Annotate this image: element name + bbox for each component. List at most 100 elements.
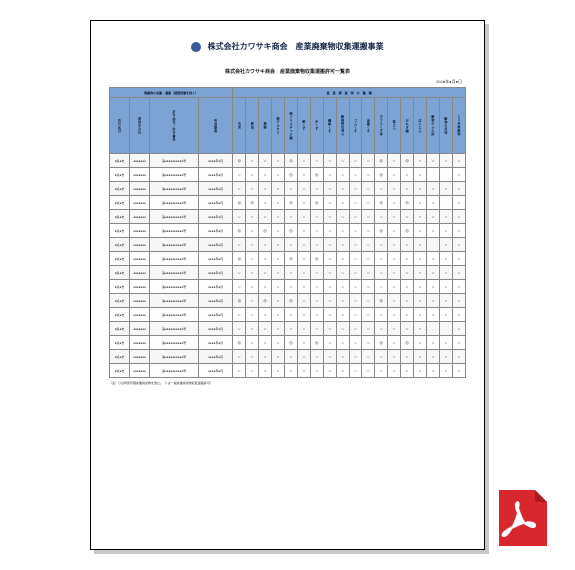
mark-cell: ○ — [336, 224, 349, 238]
mark-cell: ○ — [284, 238, 297, 252]
mark-cell: ○ — [323, 210, 336, 224]
mark-cell: ○ — [246, 364, 259, 378]
mark-cell: ○ — [246, 210, 259, 224]
mark-cell: ○ — [414, 252, 427, 266]
doc-title-text: 株式会社カワサキ商会 産業廃棄物収集運搬事業 — [208, 42, 384, 51]
mark-cell: ○ — [439, 266, 452, 280]
header-type-10: 金属くず — [362, 98, 375, 154]
mark-cell: ○ — [233, 280, 246, 294]
mark-cell: ○ — [439, 336, 452, 350]
mark-cell: ○ — [388, 168, 401, 182]
mark-cell: ○ — [426, 224, 439, 238]
mark-cell: ○ — [297, 252, 310, 266]
mark-cell: ○ — [323, 350, 336, 364]
cell-c2: ●●●●●●● — [130, 252, 150, 266]
mark-cell: ○ — [284, 182, 297, 196]
mark-cell: ○ — [439, 350, 452, 364]
mark-cell: ○ — [414, 182, 427, 196]
mark-cell: ○ — [336, 350, 349, 364]
mark-cell: ○ — [297, 350, 310, 364]
mark-cell: ○ — [323, 252, 336, 266]
mark-cell: ○ — [439, 364, 452, 378]
mark-cell: ○ — [349, 224, 362, 238]
mark-cell: ○ — [297, 322, 310, 336]
mark-cell: ○ — [246, 350, 259, 364]
mark-cell: ○ — [336, 322, 349, 336]
mark-cell: ○ — [323, 168, 336, 182]
mark-cell: ○ — [310, 210, 323, 224]
table-row: ●県●市●●●●●●●第●●●●●●●●●●号●●●●年●月○○○○○○○○○○… — [110, 364, 466, 378]
mark-cell: ○ — [349, 308, 362, 322]
mark-cell: ○ — [362, 294, 375, 308]
mark-cell: ○ — [414, 308, 427, 322]
mark-cell: ○ — [336, 182, 349, 196]
mark-cell: ○ — [349, 364, 362, 378]
mark-cell: ○ — [259, 182, 272, 196]
mark-cell: ○ — [310, 238, 323, 252]
mark-cell: ○ — [439, 154, 452, 168]
table-row: ●県●市●●●●●●●第●●●●●●●●●●号●●●●年●月◎◎○○◎○◎○○○… — [110, 196, 466, 210]
mark-cell: ○ — [362, 252, 375, 266]
cell-c1: ●県●市 — [110, 294, 130, 308]
cell-c1: ●県●市 — [110, 266, 130, 280]
mark-cell: ○ — [414, 266, 427, 280]
mark-cell: ○ — [233, 182, 246, 196]
cell-c1: ●県●市 — [110, 308, 130, 322]
mark-cell: ○ — [452, 224, 465, 238]
header-type-13: がれき類 — [401, 98, 414, 154]
mark-cell: ◎ — [246, 196, 259, 210]
mark-cell: ◎ — [284, 224, 297, 238]
mark-cell: ◎ — [310, 252, 323, 266]
cell-c2: ●●●●●●● — [130, 336, 150, 350]
cell-c1: ●県●市 — [110, 350, 130, 364]
mark-cell: ○ — [452, 196, 465, 210]
cell-c4: ●●●●年●月 — [198, 224, 232, 238]
doc-title: 株式会社カワサキ商会 産業廃棄物収集運搬事業 — [109, 35, 466, 62]
mark-cell: ○ — [336, 364, 349, 378]
pdf-icon[interactable] — [491, 486, 555, 550]
mark-cell: ○ — [414, 322, 427, 336]
document-page: 株式会社カワサキ商会 産業廃棄物収集運搬事業 株式会社カワサキ商会 産業廃棄物収… — [90, 20, 485, 550]
header-type-15: 動物のふん尿 — [426, 98, 439, 154]
header-type-2: 廃酸 — [259, 98, 272, 154]
mark-cell: ◎ — [233, 224, 246, 238]
mark-cell: ○ — [323, 154, 336, 168]
mark-cell: ○ — [452, 266, 465, 280]
mark-cell: ○ — [272, 154, 285, 168]
mark-cell: ○ — [414, 168, 427, 182]
mark-cell: ○ — [426, 252, 439, 266]
table-row: ●県●市●●●●●●●第●●●●●●●●●●号●●●●年●月○○○○○○○○○○… — [110, 238, 466, 252]
cell-c1: ●県●市 — [110, 322, 130, 336]
mark-cell: ○ — [323, 336, 336, 350]
mark-cell: ○ — [452, 252, 465, 266]
mark-cell: ○ — [310, 266, 323, 280]
mark-cell: ◎ — [284, 252, 297, 266]
mark-cell: ○ — [272, 322, 285, 336]
cell-c1: ●県●市 — [110, 336, 130, 350]
cell-c3: 第●●●●●●●●●●号 — [150, 168, 199, 182]
mark-cell: ○ — [233, 238, 246, 252]
mark-cell: ○ — [439, 224, 452, 238]
cell-c1: ●県●市 — [110, 182, 130, 196]
mark-cell: ○ — [401, 350, 414, 364]
mark-cell: ○ — [362, 364, 375, 378]
mark-cell: ○ — [388, 364, 401, 378]
table-row: ●県●市●●●●●●●第●●●●●●●●●●号●●●●年●月○○○○◎○◎○○○… — [110, 168, 466, 182]
mark-cell: ○ — [297, 182, 310, 196]
mark-cell: ○ — [362, 322, 375, 336]
mark-cell: ○ — [439, 252, 452, 266]
header-left-2: 許可品目／許可番号 — [150, 98, 199, 154]
mark-cell: ○ — [388, 238, 401, 252]
mark-cell: ○ — [362, 238, 375, 252]
mark-cell: ◎ — [375, 224, 388, 238]
mark-cell: ○ — [388, 154, 401, 168]
mark-cell: ○ — [323, 322, 336, 336]
mark-cell: ○ — [310, 322, 323, 336]
mark-cell: ○ — [336, 280, 349, 294]
mark-cell: ○ — [259, 238, 272, 252]
mark-cell: ○ — [272, 350, 285, 364]
mark-cell: ○ — [426, 210, 439, 224]
mark-cell: ○ — [297, 196, 310, 210]
mark-cell: ○ — [272, 308, 285, 322]
header-type-7: 繊維くず — [323, 98, 336, 154]
